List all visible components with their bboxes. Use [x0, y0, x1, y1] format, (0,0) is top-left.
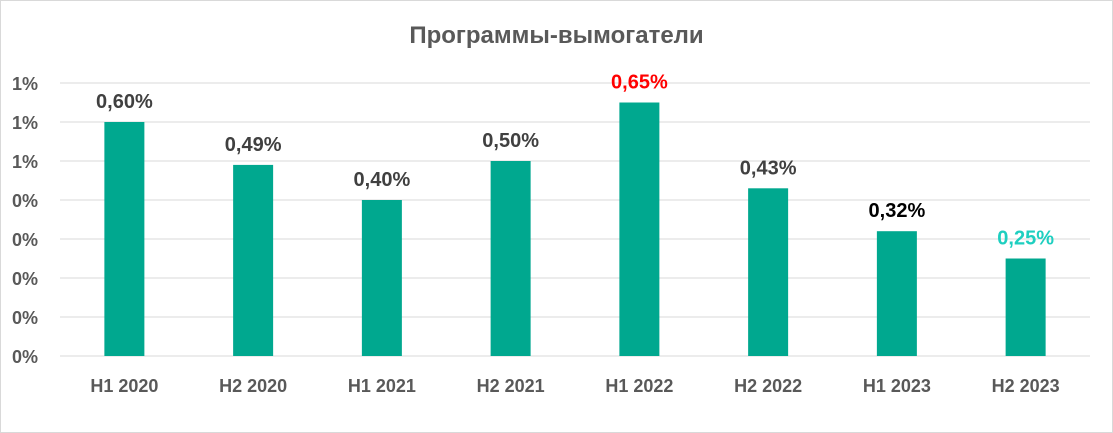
gridlines [60, 82, 1090, 357]
x-category-label: H2 2021 [477, 376, 545, 396]
data-label: 0,65% [611, 72, 668, 94]
y-tick-label: 1% [12, 152, 38, 172]
x-category-label: H2 2020 [219, 376, 287, 396]
y-tick-label: 1% [12, 74, 38, 94]
bar [104, 122, 145, 356]
x-category-label: H2 2023 [992, 376, 1060, 396]
bar [748, 188, 789, 356]
data-label: 0,25% [997, 228, 1054, 250]
data-label: 0,60% [96, 91, 153, 113]
bar [876, 231, 917, 356]
x-category-label: H1 2023 [863, 376, 931, 396]
data-label: 0,50% [482, 130, 539, 152]
data-label: 0,32% [869, 200, 926, 222]
bar [490, 161, 531, 356]
chart-title: Программы-вымогатели [409, 22, 704, 49]
data-label: 0,40% [354, 169, 411, 191]
x-category-label: H1 2020 [90, 376, 158, 396]
x-category-label: H1 2021 [348, 376, 416, 396]
bar [233, 164, 274, 356]
data-label: 0,43% [740, 157, 797, 179]
bar [1005, 258, 1046, 356]
x-axis-categories: H1 2020 H2 2020 H1 2021 H2 2021 H1 2022 H2 20… [90, 376, 1059, 396]
y-tick-label: 0% [12, 308, 38, 328]
x-category-label: H2 2022 [734, 376, 802, 396]
bar [619, 102, 660, 356]
x-category-label: H1 2022 [605, 376, 673, 396]
data-labels: 0,60% 0,49% 0,40% 0,50% 0,65% 0,43% 0,32% 0,25% [96, 72, 1054, 250]
y-tick-label: 1% [12, 113, 38, 133]
bars [104, 102, 1046, 356]
data-label: 0,49% [225, 134, 282, 156]
y-tick-label: 0% [12, 269, 38, 289]
y-tick-label: 0% [12, 230, 38, 250]
y-tick-label: 0% [12, 191, 38, 211]
y-axis-ticks: 0% 0% 0% 0% 0% 1% 1% 1% [12, 74, 38, 367]
bar [361, 200, 402, 356]
y-tick-label: 0% [12, 347, 38, 367]
